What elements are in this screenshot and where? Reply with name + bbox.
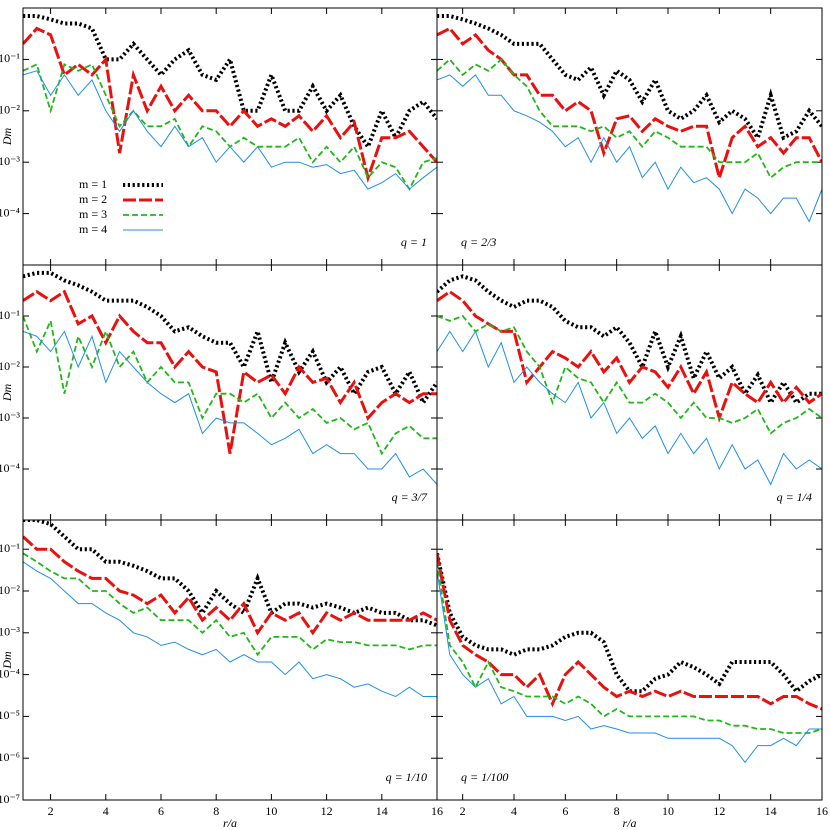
annotation: q = 1/10 — [386, 770, 427, 784]
x-tick-label: 14 — [376, 804, 388, 818]
y-tick-label: 10⁻¹ — [0, 308, 20, 322]
y-axis-label: Dm — [0, 651, 14, 670]
y-tick-label: 10⁻³ — [0, 154, 20, 168]
series-line — [23, 535, 437, 636]
y-tick-label: 10⁻⁴ — [0, 205, 20, 219]
frame — [22, 519, 438, 801]
series-line — [23, 289, 437, 454]
series-line — [23, 270, 437, 407]
annotation: q = 1/4 — [777, 490, 812, 504]
series-line — [23, 315, 437, 456]
series-line — [23, 26, 437, 183]
annotation: q = 1 — [401, 235, 427, 249]
frame — [436, 519, 823, 801]
x-tick-label: 14 — [765, 804, 777, 818]
panel: 10⁻¹ 10⁻² 10⁻³ 10⁻⁴ 10⁻⁵ 10⁻⁶ 10⁻⁷ 2 4 6 8 10 12 14 16… — [0, 519, 443, 830]
x-tick-label: 8 — [614, 804, 620, 818]
frame — [436, 7, 823, 266]
panel: 10⁻¹ 10⁻² 10⁻³ 10⁻⁴ q = 3/7 Dm — [0, 264, 438, 521]
x-tick-label: 10 — [662, 804, 674, 818]
y-tick-label: 10⁻⁴ — [0, 461, 20, 475]
y-axis-label: Dm — [0, 128, 14, 147]
x-axis-label: r/a — [622, 816, 636, 830]
y-tick-label: 10⁻³ — [0, 410, 20, 424]
x-tick-label: 10 — [265, 804, 277, 818]
panel: 10⁻¹ 10⁻² 10⁻³ 10⁻⁴ q = 1 Dm m = 1m = 2m = 3m … — [0, 7, 438, 266]
x-tick-label: 6 — [562, 804, 568, 818]
x-axis-label: r/a — [223, 816, 237, 830]
series-line — [437, 274, 822, 407]
series-line — [437, 74, 822, 223]
series-line — [23, 70, 437, 190]
annotation: q = 2/3 — [461, 235, 496, 249]
series-line — [437, 58, 822, 180]
x-tick-label: 4 — [103, 804, 109, 818]
y-tick-label: 10⁻⁴ — [0, 666, 20, 680]
series-line — [437, 330, 822, 486]
x-tick-label: 12 — [713, 804, 725, 818]
series-line — [437, 552, 822, 695]
series-line — [23, 520, 437, 628]
x-tick-label: 12 — [321, 804, 333, 818]
legend-label: m = 3 — [79, 207, 107, 221]
annotation: q = 1/100 — [461, 770, 508, 784]
series-line — [437, 561, 822, 734]
series-line — [23, 14, 437, 151]
legend-label: m = 1 — [79, 177, 107, 191]
y-tick-label: 10⁻⁶ — [0, 750, 20, 764]
panel: q = 1/4 — [436, 264, 823, 521]
panel: 2 4 6 8 10 12 14 16 q = 1/100 r/a — [436, 519, 828, 830]
x-tick-label: 4 — [511, 804, 517, 818]
series-line — [23, 552, 437, 657]
series-line — [437, 26, 822, 184]
x-tick-label: 8 — [213, 804, 219, 818]
x-tick-label: 2 — [48, 804, 54, 818]
frame — [22, 264, 438, 521]
series-line — [437, 314, 822, 435]
series-line — [23, 330, 437, 485]
y-tick-label: 10⁻³ — [0, 625, 20, 639]
y-tick-label: 10⁻² — [0, 103, 20, 117]
series-line — [437, 14, 822, 143]
x-tick-label: 6 — [158, 804, 164, 818]
legend-label: m = 2 — [79, 192, 107, 206]
series-line — [437, 571, 822, 764]
x-tick-label: 16 — [431, 804, 443, 818]
series-line — [23, 561, 437, 698]
y-tick-label: 10⁻⁷ — [0, 792, 20, 806]
x-tick-label: 16 — [816, 804, 828, 818]
y-tick-label: 10⁻⁵ — [0, 708, 20, 722]
annotation: q = 3/7 — [392, 490, 428, 504]
y-tick-label: 10⁻¹ — [0, 51, 20, 65]
y-tick-label: 10⁻² — [0, 359, 20, 373]
panel: q = 2/3 — [436, 7, 823, 266]
y-tick-label: 10⁻² — [0, 583, 20, 597]
series-line — [437, 553, 822, 711]
y-axis-label: Dm — [0, 384, 14, 403]
y-tick-label: 10⁻¹ — [0, 541, 20, 555]
x-tick-label: 2 — [460, 804, 466, 818]
legend-label: m = 4 — [79, 222, 107, 236]
